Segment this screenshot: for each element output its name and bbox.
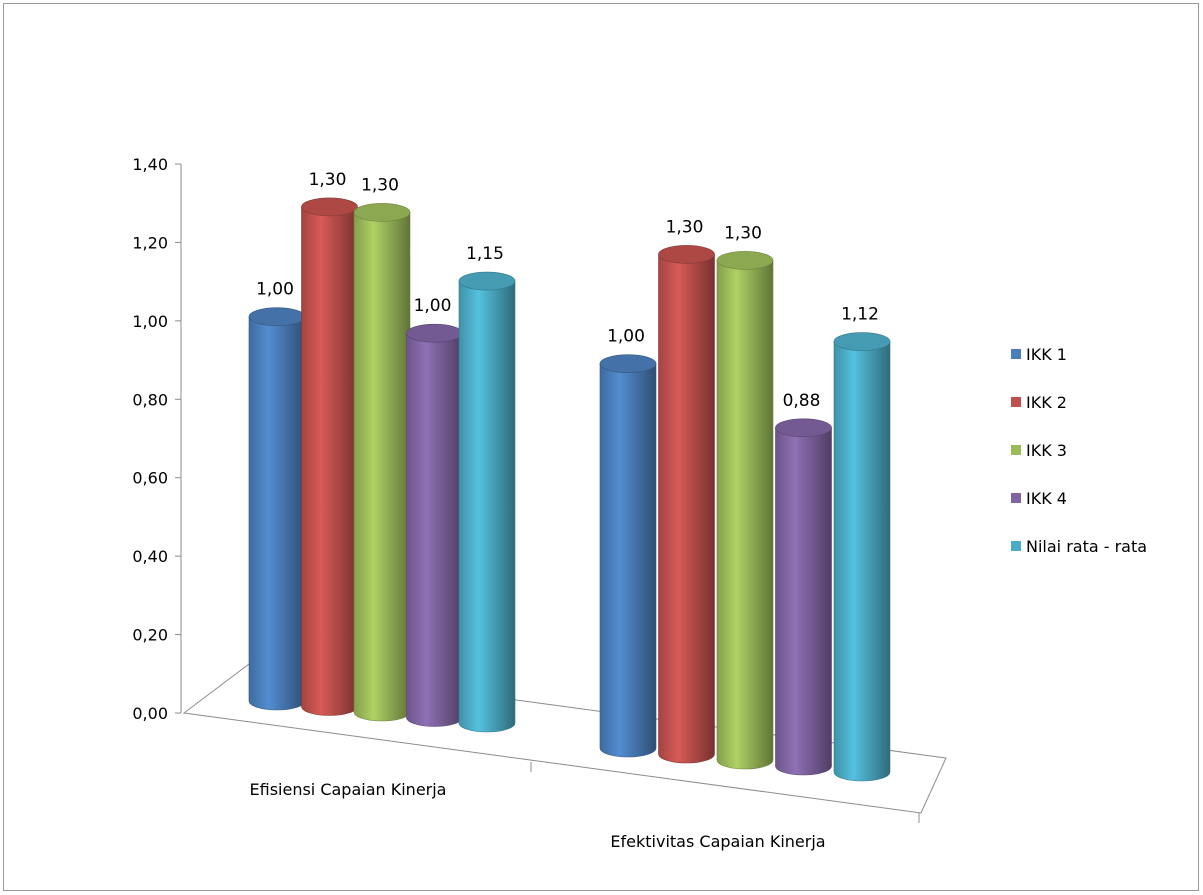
y-tick-label: 0,40 <box>132 547 168 566</box>
bar-top <box>301 197 358 217</box>
y-tick-label: 1,00 <box>132 312 168 331</box>
bar-top <box>658 245 715 264</box>
bar-2-ikk-3 <box>716 251 774 770</box>
chart-area: 0,00 0,20 0,40 0,60 0,80 1,00 1,20 1,40 1,00 1,3… <box>3 3 1199 891</box>
bar-1-ikk-4 <box>406 323 463 727</box>
y-tick-label: 1,40 <box>132 155 168 174</box>
bar-body <box>353 212 411 722</box>
data-label: 1,12 <box>841 305 879 325</box>
data-label: 1,30 <box>361 175 399 195</box>
bar-top <box>716 251 774 270</box>
labels-layer: 1,00 1,30 1,30 1,00 1,15 1,00 1,30 1,30 0,88 1,12… <box>250 170 879 851</box>
bar-1-ikk-2 <box>301 197 358 716</box>
bar-top <box>833 332 891 351</box>
legend-swatch <box>1011 493 1021 503</box>
bar-body <box>716 260 774 770</box>
bar-top <box>775 418 832 438</box>
chart-svg: 0,00 0,20 0,40 0,60 0,80 1,00 1,20 1,40 1,00 1,3… <box>132 155 1147 851</box>
bar-body <box>599 363 657 758</box>
data-label: 1,30 <box>309 170 347 190</box>
bar-body <box>775 427 832 776</box>
legend-swatch <box>1011 397 1021 407</box>
axes-layer: 0,00 0,20 0,40 0,60 0,80 1,00 1,20 1,40 <box>132 155 947 823</box>
bar-2-nilai-rata-rata <box>833 332 891 782</box>
legend-label: IKK 4 <box>1026 489 1067 508</box>
bar-body <box>301 206 358 716</box>
bar-top <box>599 354 657 374</box>
bar-top <box>353 203 411 222</box>
legend-swatch <box>1011 445 1021 455</box>
legend-label: IKK 3 <box>1026 441 1067 460</box>
data-label: 1,15 <box>466 244 504 264</box>
bar-1-nilai-rata-rata <box>458 271 516 733</box>
y-tick-label: 0,60 <box>132 469 168 488</box>
category-label: Efisiensi Capaian Kinerja <box>250 780 447 799</box>
bar-body <box>458 280 516 733</box>
bar-1-ikk-3 <box>353 203 411 722</box>
bar-body <box>248 316 306 711</box>
bar-body <box>833 341 891 782</box>
legend-swatch <box>1011 541 1021 551</box>
y-tick-label: 1,20 <box>132 233 168 252</box>
legend-label: IKK 2 <box>1026 393 1067 412</box>
bar-1-ikk-1 <box>248 307 306 711</box>
y-tick-label: 0,00 <box>132 704 168 723</box>
bars-layer <box>248 197 891 782</box>
data-label: 1,30 <box>724 223 762 243</box>
bar-2-ikk-2 <box>658 245 715 764</box>
category-label: Efektivitas Capaian Kinerja <box>610 832 825 851</box>
data-label: 0,88 <box>783 391 821 411</box>
data-label: 1,00 <box>607 327 645 347</box>
y-tick-label: 0,20 <box>132 626 168 645</box>
bar-body <box>658 254 715 764</box>
bar-body <box>406 332 463 727</box>
x-axis-floor <box>182 663 947 814</box>
data-label: 1,00 <box>256 280 294 300</box>
legend: IKK 1 IKK 2 IKK 3 IKK 4 Nilai rata - rata <box>1011 345 1147 556</box>
bar-top <box>248 307 306 327</box>
data-label: 1,30 <box>666 217 704 237</box>
bar-2-ikk-1 <box>599 354 657 758</box>
legend-label: Nilai rata - rata <box>1026 537 1147 556</box>
data-label: 1,00 <box>414 296 452 316</box>
bar-top <box>406 323 463 343</box>
bar-2-ikk-4 <box>775 418 832 776</box>
bar-top <box>458 271 516 291</box>
legend-label: IKK 1 <box>1026 345 1067 364</box>
legend-swatch <box>1011 349 1021 359</box>
y-tick-label: 0,80 <box>132 390 168 409</box>
